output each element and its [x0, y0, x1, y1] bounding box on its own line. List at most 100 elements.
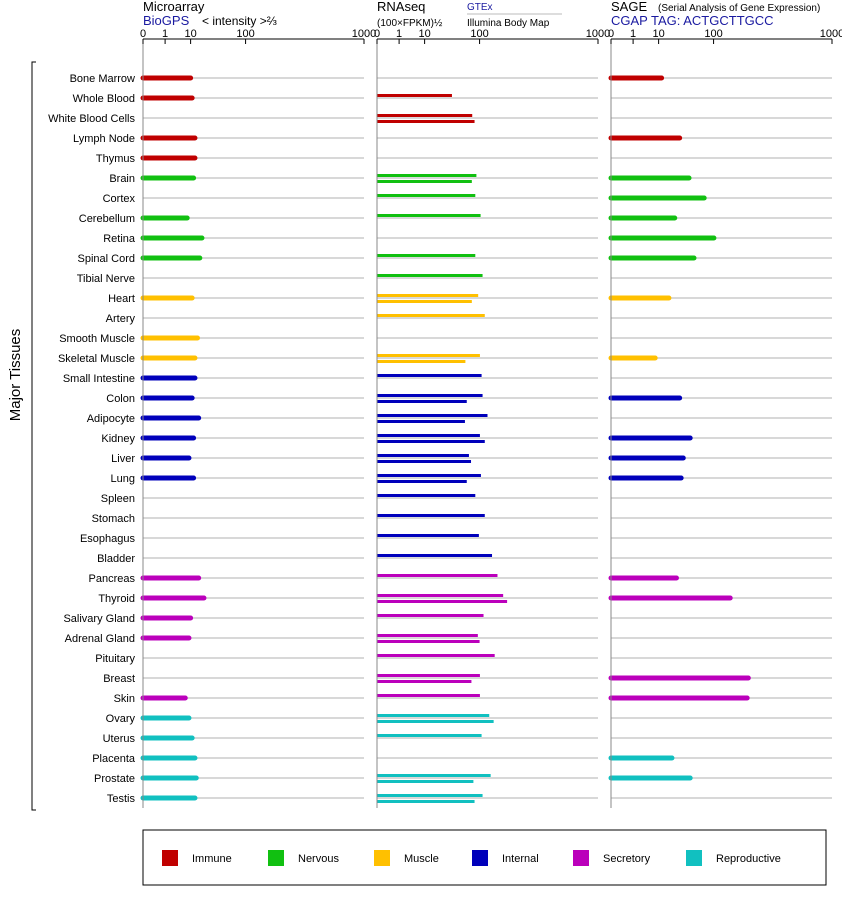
rnaseq-bar	[377, 574, 498, 577]
tissue-label: Pancreas	[89, 573, 136, 585]
tissue-label: Smooth Muscle	[59, 333, 135, 345]
rnaseq-bar	[377, 314, 485, 317]
x-tick-label-sage-1000: 1000	[820, 28, 842, 40]
rnaseq-bar-illumina	[377, 600, 508, 603]
rnaseq-bar-gtex	[377, 674, 480, 677]
rnaseq-bar-illumina	[377, 120, 475, 123]
tissue-label: Pituitary	[95, 653, 135, 665]
tissue-label: Artery	[106, 313, 136, 325]
rnaseq-bar-gtex	[377, 354, 480, 357]
microarray-bar-base	[143, 235, 146, 241]
sage-bar-base	[611, 455, 614, 461]
microarray-bar-base	[143, 795, 146, 801]
rnaseq-bar	[377, 694, 480, 697]
x-tick-label-sage-10: 10	[652, 28, 664, 40]
x-tick-label-rnaseq-1: 1	[396, 28, 402, 40]
y-axis-label: Major Tissues	[7, 329, 24, 422]
tissue-label: Spinal Cord	[78, 253, 135, 265]
legend-label-secretory: Secretory	[603, 853, 651, 865]
tissue-label: Esophagus	[80, 533, 136, 545]
tissue-label: Cortex	[103, 193, 136, 205]
tissue-label-layer: Bone Marrow Whole Blood White Blood Cells L…	[48, 73, 136, 805]
sage-bar-base	[611, 395, 614, 401]
rnaseq-bar-illumina	[377, 400, 467, 403]
rnaseq-bar	[377, 514, 485, 517]
rnaseq-bar	[377, 274, 483, 277]
x-tick-label-microarray-100: 100	[236, 28, 254, 40]
microarray-bar-base	[143, 375, 146, 381]
tissue-label: Uterus	[103, 733, 136, 745]
rnaseq-bar-illumina	[377, 480, 467, 483]
tissue-label: Retina	[103, 233, 136, 245]
tissue-label: Lung	[111, 473, 135, 485]
panel-title-microarray: Microarray	[143, 0, 205, 14]
tissue-label: Skin	[114, 693, 135, 705]
rnaseq-bar	[377, 254, 476, 257]
microarray-bar-base	[143, 455, 146, 461]
panel-unit-rnaseq: (100×FPKM)½	[377, 18, 443, 29]
rnaseq-bar-illumina	[377, 180, 472, 183]
microarray-bar-base	[143, 295, 146, 301]
rnaseq-bar	[377, 374, 482, 377]
panel-title-sage: SAGE	[611, 0, 647, 14]
microarray-bar-base	[143, 475, 146, 481]
rnaseq-bar-gtex	[377, 474, 481, 477]
tissue-label: Liver	[111, 453, 135, 465]
tissue-label: Thymus	[96, 153, 136, 165]
legend-label-muscle: Muscle	[404, 853, 439, 865]
tissue-label: Ovary	[106, 713, 136, 725]
rnaseq-bar-illumina	[377, 440, 485, 443]
microarray-bar-base	[143, 575, 146, 581]
rnaseq-bar-illumina	[377, 680, 472, 683]
tissue-label: Stomach	[92, 513, 135, 525]
legend-swatch-reproductive	[686, 850, 702, 866]
tissue-label: Adrenal Gland	[65, 633, 135, 645]
tissue-label: Skeletal Muscle	[58, 353, 135, 365]
x-tick-label-rnaseq-0: 0	[374, 28, 380, 40]
tissue-label: Breast	[103, 673, 135, 685]
sage-bar-base	[611, 595, 614, 601]
panel-subtitle-microarray[interactable]: BioGPS	[143, 13, 190, 28]
sage-bar-base	[611, 775, 614, 781]
sage-bar-base	[611, 135, 614, 141]
x-tick-label-microarray-1: 1	[162, 28, 168, 40]
tissue-label: Whole Blood	[73, 93, 135, 105]
rnaseq-bar-gtex	[377, 294, 479, 297]
rnaseq-bar	[377, 194, 476, 197]
rnaseq-bar-gtex	[377, 394, 483, 397]
microarray-bar-base	[143, 715, 146, 721]
x-tick-label-rnaseq-100: 100	[470, 28, 488, 40]
sage-bar-base	[611, 255, 614, 261]
rnaseq-bar-gtex	[377, 714, 490, 717]
microarray-bar-base	[143, 395, 146, 401]
tissue-label: Placenta	[92, 753, 136, 765]
rnaseq-bar-gtex	[377, 454, 469, 457]
tissue-label: Thyroid	[98, 593, 135, 605]
x-tick-label-sage-0: 0	[608, 28, 614, 40]
legend-swatch-nervous	[268, 850, 284, 866]
panel-source-gtex[interactable]: GTEx	[467, 2, 493, 13]
legend-label-immune: Immune	[192, 853, 232, 865]
x-tick-label-microarray-10: 10	[184, 28, 196, 40]
rnaseq-bar	[377, 494, 476, 497]
sage-bar-base	[611, 755, 614, 761]
microarray-bar-base	[143, 175, 146, 181]
tissue-label: White Blood Cells	[48, 113, 135, 125]
rnaseq-bar-gtex	[377, 594, 504, 597]
rnaseq-bar	[377, 94, 452, 97]
tissue-label: Kidney	[101, 433, 135, 445]
sage-bar-base	[611, 295, 614, 301]
panel-subtitle-sage[interactable]: CGAP TAG: ACTGCTTGCC	[611, 13, 774, 28]
microarray-bar-base	[143, 75, 146, 81]
microarray-bar-base	[143, 435, 146, 441]
rnaseq-bar	[377, 654, 495, 657]
microarray-bar-base	[143, 755, 146, 761]
rnaseq-bar-gtex	[377, 114, 473, 117]
x-tick-label-microarray-0: 0	[140, 28, 146, 40]
legend-label-internal: Internal	[502, 853, 539, 865]
sage-bar-base	[611, 695, 614, 701]
legend-label-nervous: Nervous	[298, 853, 339, 865]
bar-layer	[140, 75, 751, 803]
microarray-bar-base	[143, 155, 146, 161]
rnaseq-bar-gtex	[377, 774, 491, 777]
